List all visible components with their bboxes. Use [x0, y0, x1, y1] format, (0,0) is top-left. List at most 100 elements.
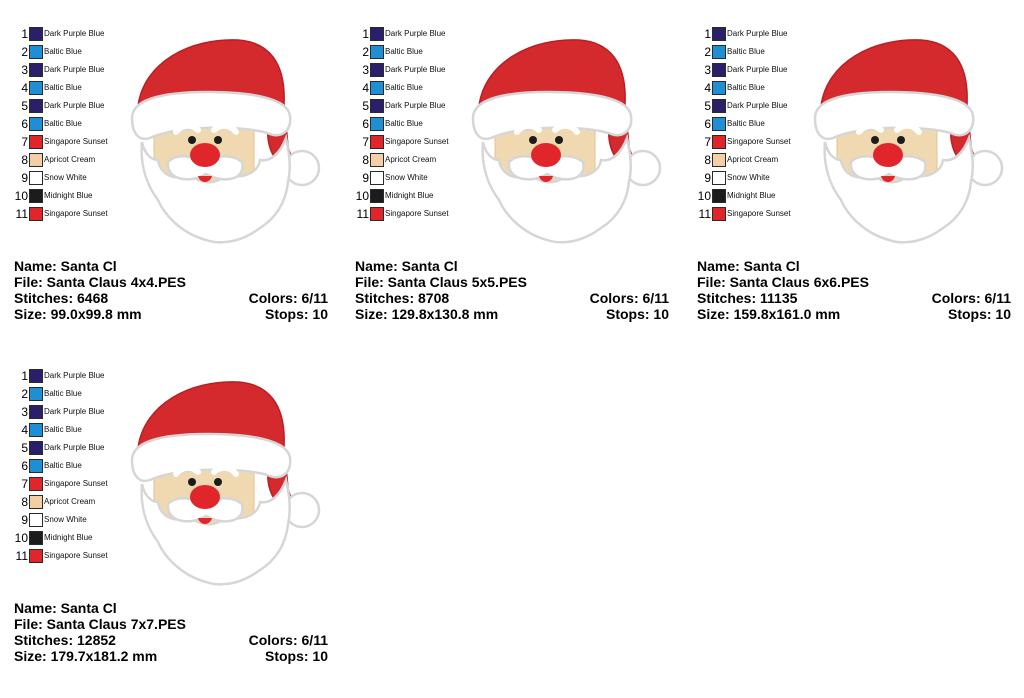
design-stitches: Stitches: 12852	[14, 632, 116, 648]
design-stops: Stops: 10	[947, 306, 1011, 322]
palette-number: 7	[362, 135, 369, 149]
right-eyebrow	[211, 122, 239, 135]
mouth-shape	[539, 176, 553, 182]
color-palette: 1 Dark Purple Blue 2 Baltic Blue 3 Dark Purpl…	[12, 26, 132, 224]
palette-row: 1 Dark Purple Blue	[12, 26, 132, 44]
palette-row: 9 Snow White	[353, 170, 473, 188]
left-eyebrow	[173, 464, 201, 477]
color-swatch	[29, 99, 43, 113]
nose-shape	[190, 485, 220, 509]
color-name: Dark Purple Blue	[385, 65, 446, 74]
left-eye	[529, 136, 537, 144]
palette-number: 5	[704, 99, 711, 113]
color-swatch	[29, 45, 43, 59]
palette-number: 6	[21, 117, 28, 131]
palette-number: 9	[362, 171, 369, 185]
palette-row: 2 Baltic Blue	[353, 44, 473, 62]
color-name: Baltic Blue	[44, 389, 82, 398]
color-swatch	[712, 189, 726, 203]
palette-number: 5	[21, 441, 28, 455]
palette-row: 4 Baltic Blue	[12, 422, 132, 440]
right-eyebrow	[894, 122, 922, 135]
design-colors: Colors: 6/11	[248, 290, 328, 306]
palette-number: 11	[15, 207, 28, 221]
palette-row: 8 Apricot Cream	[12, 152, 132, 170]
color-name: Baltic Blue	[44, 461, 82, 470]
palette-number: 3	[362, 63, 369, 77]
color-name: Singapore Sunset	[44, 209, 108, 218]
color-name: Midnight Blue	[727, 191, 776, 200]
design-file: File: Santa Claus 5x5.PES	[355, 274, 527, 290]
color-swatch	[29, 189, 43, 203]
design-stops: Stops: 10	[264, 306, 328, 322]
color-name: Midnight Blue	[385, 191, 434, 200]
palette-row: 1 Dark Purple Blue	[353, 26, 473, 44]
color-name: Singapore Sunset	[385, 137, 449, 146]
color-name: Baltic Blue	[44, 83, 82, 92]
color-name: Singapore Sunset	[727, 209, 791, 218]
color-name: Dark Purple Blue	[44, 29, 105, 38]
mouth-shape	[198, 518, 212, 524]
color-swatch	[29, 423, 43, 437]
palette-number: 10	[14, 531, 28, 545]
color-name: Snow White	[385, 173, 428, 182]
palette-number: 4	[21, 81, 28, 95]
palette-number: 7	[21, 477, 28, 491]
palette-row: 8 Apricot Cream	[12, 494, 132, 512]
palette-row: 5 Dark Purple Blue	[12, 440, 132, 458]
palette-number: 5	[21, 99, 28, 113]
color-name: Singapore Sunset	[44, 479, 108, 488]
color-swatch	[29, 387, 43, 401]
palette-row: 11 Singapore Sunset	[12, 548, 132, 566]
color-swatch	[370, 45, 384, 59]
color-swatch	[370, 153, 384, 167]
nose-shape	[190, 143, 220, 167]
palette-number: 10	[697, 189, 711, 203]
right-eye	[214, 136, 222, 144]
color-name: Dark Purple Blue	[44, 371, 105, 380]
palette-row: 7 Singapore Sunset	[12, 476, 132, 494]
hat-brim	[130, 90, 292, 141]
color-name: Midnight Blue	[44, 533, 93, 542]
palette-number: 4	[704, 81, 711, 95]
hat-brim	[471, 90, 633, 141]
design-size: Size: 179.7x181.2 mm	[14, 648, 158, 664]
palette-row: 2 Baltic Blue	[695, 44, 815, 62]
color-swatch	[29, 63, 43, 77]
palette-row: 11 Singapore Sunset	[695, 206, 815, 224]
color-name: Apricot Cream	[44, 155, 96, 164]
palette-row: 7 Singapore Sunset	[695, 134, 815, 152]
palette-number: 4	[362, 81, 369, 95]
color-swatch	[29, 477, 43, 491]
santa-embroidery-image	[130, 39, 321, 244]
nose-shape	[873, 143, 903, 167]
color-palette: 1 Dark Purple Blue 2 Baltic Blue 3 Dark Purpl…	[695, 26, 815, 224]
palette-row: 4 Baltic Blue	[353, 80, 473, 98]
palette-number: 2	[21, 45, 28, 59]
santa-embroidery-image	[813, 39, 1004, 244]
palette-row: 5 Dark Purple Blue	[695, 98, 815, 116]
palette-number: 3	[21, 63, 28, 77]
palette-row: 9 Snow White	[12, 170, 132, 188]
color-swatch	[370, 171, 384, 185]
palette-row: 6 Baltic Blue	[353, 116, 473, 134]
left-eyebrow	[856, 122, 884, 135]
color-swatch	[712, 153, 726, 167]
color-swatch	[712, 117, 726, 131]
palette-row: 6 Baltic Blue	[12, 458, 132, 476]
palette-row: 11 Singapore Sunset	[353, 206, 473, 224]
color-name: Apricot Cream	[727, 155, 779, 164]
palette-row: 5 Dark Purple Blue	[12, 98, 132, 116]
palette-row: 3 Dark Purple Blue	[12, 404, 132, 422]
color-name: Snow White	[44, 173, 87, 182]
color-name: Dark Purple Blue	[385, 29, 446, 38]
palette-number: 6	[704, 117, 711, 131]
mouth-shape	[881, 176, 895, 182]
palette-row: 9 Snow White	[12, 512, 132, 530]
palette-row: 1 Dark Purple Blue	[695, 26, 815, 44]
palette-row: 4 Baltic Blue	[12, 80, 132, 98]
palette-number: 6	[21, 459, 28, 473]
right-eyebrow	[211, 464, 239, 477]
color-swatch	[29, 81, 43, 95]
color-name: Dark Purple Blue	[727, 101, 788, 110]
